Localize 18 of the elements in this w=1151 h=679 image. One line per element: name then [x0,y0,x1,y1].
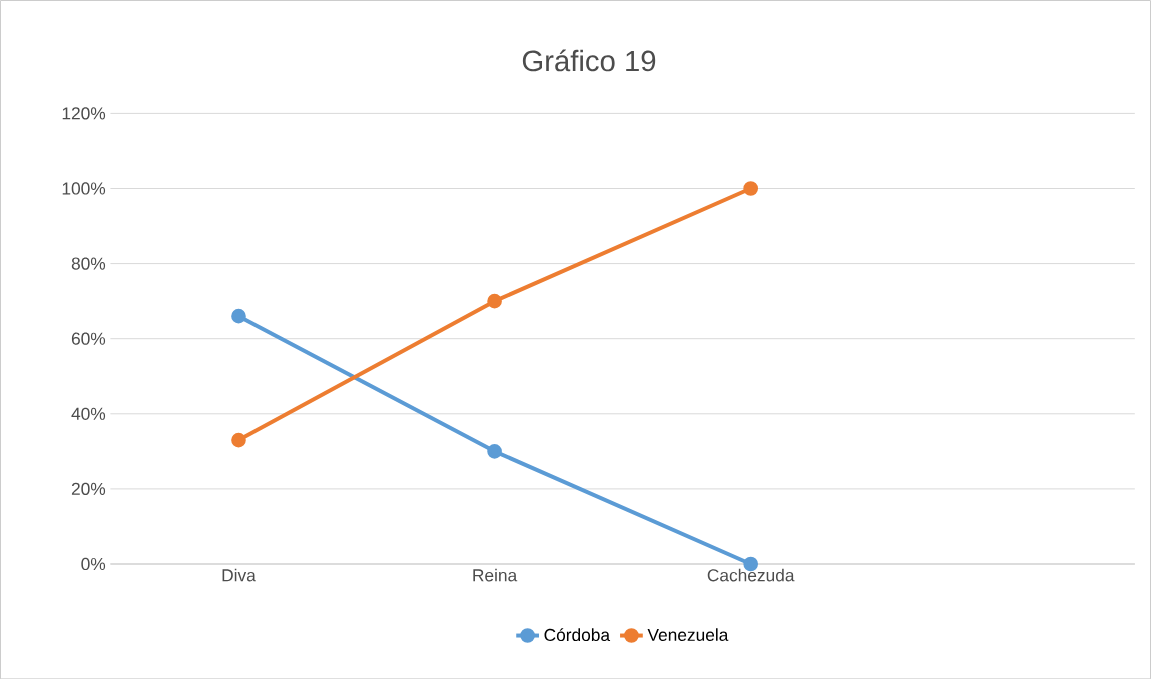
x-tick-label: Reina [473,568,518,582]
x-tick-label: Diva [222,568,256,582]
legend-label: Córdoba [544,627,611,641]
y-tick-label: 20% [71,482,106,495]
y-tick-label: 120% [62,107,106,120]
y-tick-label: 100% [62,182,106,195]
point [487,443,502,459]
point [487,293,502,309]
y-tick-label: 60% [71,332,106,345]
point [743,180,759,196]
legend-label: Venezuela [647,628,729,641]
point [231,432,246,448]
x-tick-label: Cachezuda [707,568,795,582]
y-tick-label: 0% [81,557,106,570]
y-tick-label: 80% [71,257,106,270]
chart-title: Gráfico 19 [522,49,656,72]
y-tick-label: 40% [71,407,106,420]
point [231,308,246,324]
